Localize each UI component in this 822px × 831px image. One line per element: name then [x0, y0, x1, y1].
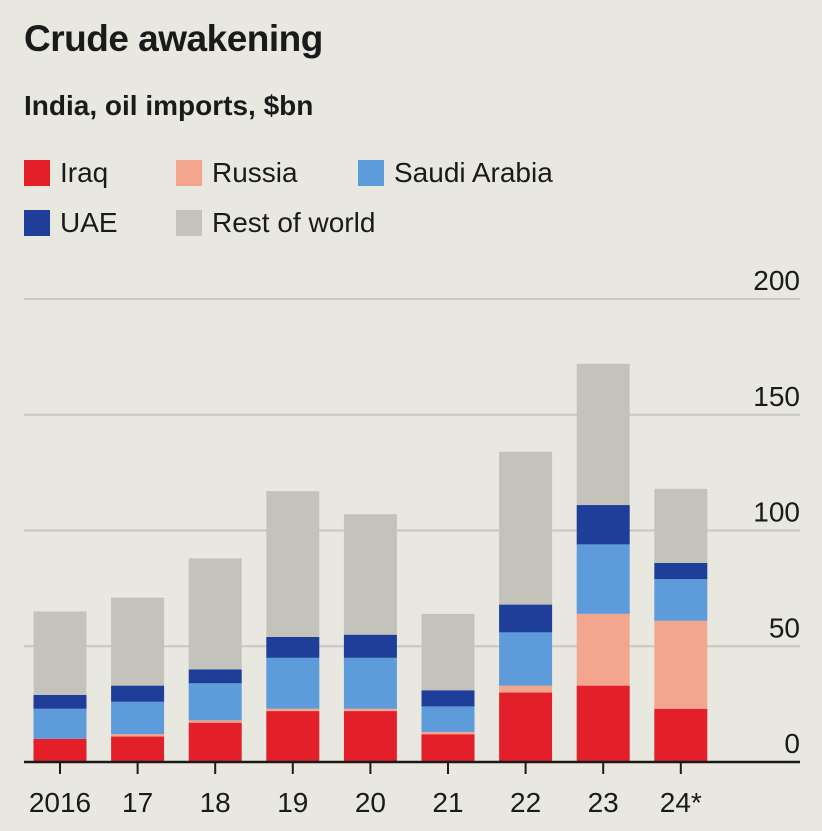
- bar-segment-russia-8: [654, 620, 708, 709]
- bar-segment-rest-of-world-8: [654, 488, 708, 563]
- x-tick-label-5: 21: [432, 787, 463, 818]
- legend-swatch-russia: [176, 160, 202, 186]
- bar-segment-iraq-7: [576, 685, 630, 762]
- bar-segment-uae-6: [499, 604, 553, 633]
- bar-segment-uae-2: [188, 669, 242, 684]
- legend-item-rest-of-world: Rest of world: [176, 206, 375, 240]
- legend-swatch-saudi-arabia: [358, 160, 384, 186]
- bar-segment-iraq-0: [33, 738, 87, 762]
- bar-segment-saudi-arabia-2: [188, 683, 242, 721]
- y-tick-label-100: 100: [753, 497, 800, 528]
- legend-item-russia: Russia: [176, 156, 298, 190]
- bar-segment-saudi-arabia-4: [343, 657, 397, 709]
- legend-item-uae: UAE: [24, 206, 118, 240]
- bar-segment-saudi-arabia-5: [421, 706, 475, 732]
- bar-segment-russia-1: [111, 734, 165, 737]
- axes: 0 50 100 150 200 2016 17 18 19 20 21 22 23 24*: [24, 265, 800, 818]
- bar-segment-russia-5: [421, 731, 475, 735]
- chart-subtitle: India, oil imports, $bn: [24, 90, 314, 121]
- bar-segment-uae-4: [343, 634, 397, 658]
- x-tick-label-3: 19: [277, 787, 308, 818]
- bar-segment-rest-of-world-5: [421, 613, 475, 691]
- bar-segment-rest-of-world-2: [188, 558, 242, 670]
- legend-swatch-rest-of-world: [176, 210, 202, 236]
- bar-segment-uae-7: [576, 505, 630, 545]
- bar-segment-iraq-6: [499, 692, 553, 762]
- y-tick-label-50: 50: [769, 612, 800, 643]
- bar-segment-iraq-5: [421, 734, 475, 762]
- bars: [33, 363, 708, 762]
- x-tick-label-0: 2016: [29, 787, 91, 818]
- bar-segment-saudi-arabia-7: [576, 544, 630, 614]
- x-tick-label-4: 20: [355, 787, 386, 818]
- bar-segment-saudi-arabia-6: [499, 632, 553, 686]
- x-tick-label-2: 18: [200, 787, 231, 818]
- legend-label-rest-of-world: Rest of world: [212, 207, 376, 238]
- legend-label-uae: UAE: [60, 207, 118, 238]
- bar-segment-uae-3: [266, 636, 320, 658]
- bar-segment-russia-7: [576, 613, 630, 686]
- bar-segment-iraq-4: [343, 711, 397, 762]
- x-tick-label-8: 24*: [660, 787, 702, 818]
- bar-segment-russia-3: [266, 708, 320, 712]
- bar-segment-rest-of-world-6: [499, 451, 553, 605]
- legend-item-iraq: Iraq: [24, 156, 108, 190]
- bar-segment-uae-8: [654, 562, 708, 580]
- bar-segment-saudi-arabia-0: [33, 708, 87, 739]
- bar-segment-rest-of-world-7: [576, 363, 630, 506]
- bar-segment-saudi-arabia-3: [266, 657, 320, 709]
- legend-label-iraq: Iraq: [60, 157, 109, 188]
- bar-segment-saudi-arabia-1: [111, 701, 165, 735]
- y-tick-label-0: 0: [784, 728, 800, 759]
- bar-segment-russia-6: [499, 685, 553, 693]
- bar-segment-rest-of-world-4: [343, 514, 397, 635]
- bar-segment-russia-2: [188, 720, 242, 723]
- x-tick-label-7: 23: [588, 787, 619, 818]
- y-tick-label-200: 200: [753, 265, 800, 296]
- bar-segment-iraq-1: [111, 736, 165, 762]
- bar-segment-uae-0: [33, 694, 87, 709]
- bar-segment-iraq-2: [188, 722, 242, 762]
- bar-segment-rest-of-world-3: [266, 491, 320, 637]
- bar-segment-iraq-8: [654, 708, 708, 762]
- legend-swatch-uae: [24, 210, 50, 236]
- x-tick-label-6: 22: [510, 787, 541, 818]
- x-tick-label-1: 17: [122, 787, 153, 818]
- legend-swatch-iraq: [24, 160, 50, 186]
- legend-label-saudi-arabia: Saudi Arabia: [394, 157, 553, 188]
- bar-segment-uae-1: [111, 685, 165, 702]
- legend-label-russia: Russia: [212, 157, 298, 188]
- legend-item-saudi-arabia: Saudi Arabia: [358, 156, 553, 190]
- chart-title: Crude awakening: [24, 18, 323, 59]
- bar-segment-rest-of-world-1: [111, 597, 165, 686]
- bar-segment-russia-4: [343, 708, 397, 712]
- y-tick-label-150: 150: [753, 381, 800, 412]
- bar-segment-rest-of-world-0: [33, 611, 87, 695]
- bar-segment-uae-5: [421, 690, 475, 707]
- bar-segment-saudi-arabia-8: [654, 579, 708, 621]
- bar-segment-iraq-3: [266, 711, 320, 762]
